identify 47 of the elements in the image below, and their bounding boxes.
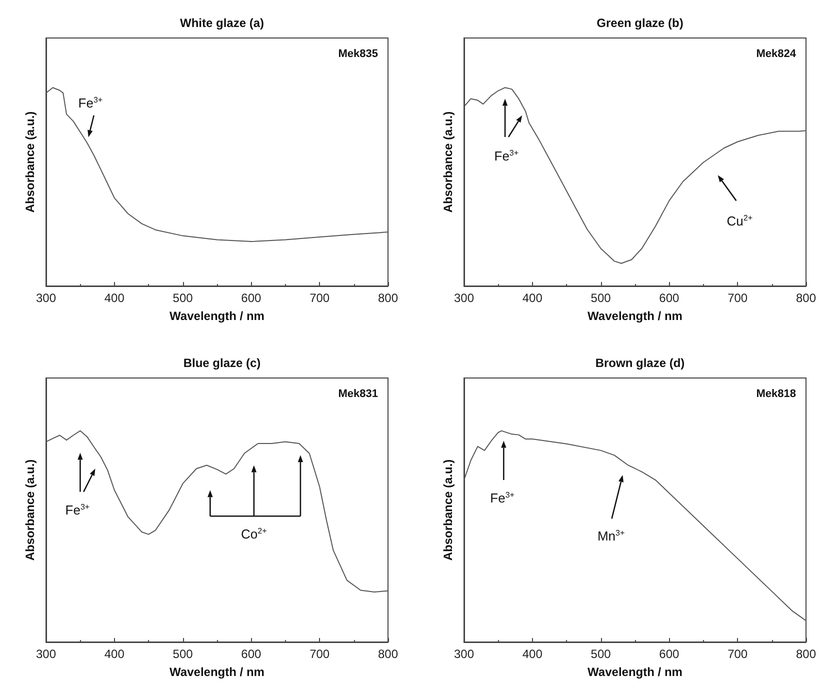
x-tick-label: 500 — [590, 291, 612, 305]
x-tick-label: 600 — [241, 647, 262, 661]
annotation: Mn$^{3+}$ — [597, 528, 625, 544]
x-tick-label: 500 — [172, 647, 194, 661]
x-tick-label: 500 — [590, 647, 612, 661]
x-tick-label: 400 — [522, 291, 543, 305]
y-axis-title: Absorbance (a.u.) — [441, 111, 455, 213]
y-axis-title: Absorbance (a.u.) — [23, 111, 37, 213]
annotation: Cu$^{2+}$ — [726, 214, 753, 229]
y-axis-title: Absorbance (a.u.) — [441, 459, 455, 561]
x-tick-label: 500 — [172, 291, 194, 305]
chart-title: Brown glaze (d) — [595, 356, 685, 370]
x-tick-label: 600 — [659, 291, 680, 305]
x-tick-label: 300 — [454, 291, 474, 305]
x-tick-label: 700 — [728, 647, 748, 661]
chart-title: Blue glaze (c) — [183, 356, 261, 370]
x-tick-label: 800 — [796, 647, 816, 661]
x-axis-title: Wavelength / nm — [170, 665, 264, 679]
x-tick-label: 400 — [522, 647, 543, 661]
text: Mek818 — [756, 388, 796, 400]
x-tick-label: 800 — [796, 291, 816, 305]
annotation: Fe$^{3+}$ — [65, 502, 90, 518]
x-tick-label: 700 — [728, 291, 748, 305]
x-axis-title: Wavelength / nm — [170, 309, 264, 323]
x-tick-label: 700 — [310, 291, 330, 305]
x-tick-label: 700 — [310, 647, 330, 661]
chart-title: White glaze (a) — [180, 16, 264, 30]
chart-title: Green glaze (b) — [596, 16, 684, 30]
text: Mek824 — [756, 48, 796, 60]
x-tick-label: 800 — [378, 291, 398, 305]
annotation: Fe$^{3+}$ — [494, 148, 519, 164]
x-tick-label: 300 — [36, 647, 56, 661]
x-tick-label: 400 — [104, 291, 125, 305]
annotation: Co$^{2+}$ — [241, 526, 267, 542]
x-tick-label: 600 — [241, 291, 262, 305]
text: Mek831 — [338, 388, 378, 400]
x-tick-label: 300 — [36, 291, 56, 305]
x-tick-label: 300 — [454, 647, 474, 661]
x-tick-label: 400 — [104, 647, 125, 661]
annotation: Fe$^{3+}$ — [490, 490, 514, 506]
x-axis-title: Wavelength / nm — [588, 309, 682, 323]
x-axis-title: Wavelength / nm — [588, 665, 682, 679]
y-axis-title: Absorbance (a.u.) — [23, 459, 37, 561]
x-tick-label: 800 — [378, 647, 398, 661]
x-tick-label: 600 — [659, 647, 680, 661]
text: Mek835 — [338, 48, 378, 60]
annotation: Fe$^{3+}$ — [78, 96, 103, 112]
